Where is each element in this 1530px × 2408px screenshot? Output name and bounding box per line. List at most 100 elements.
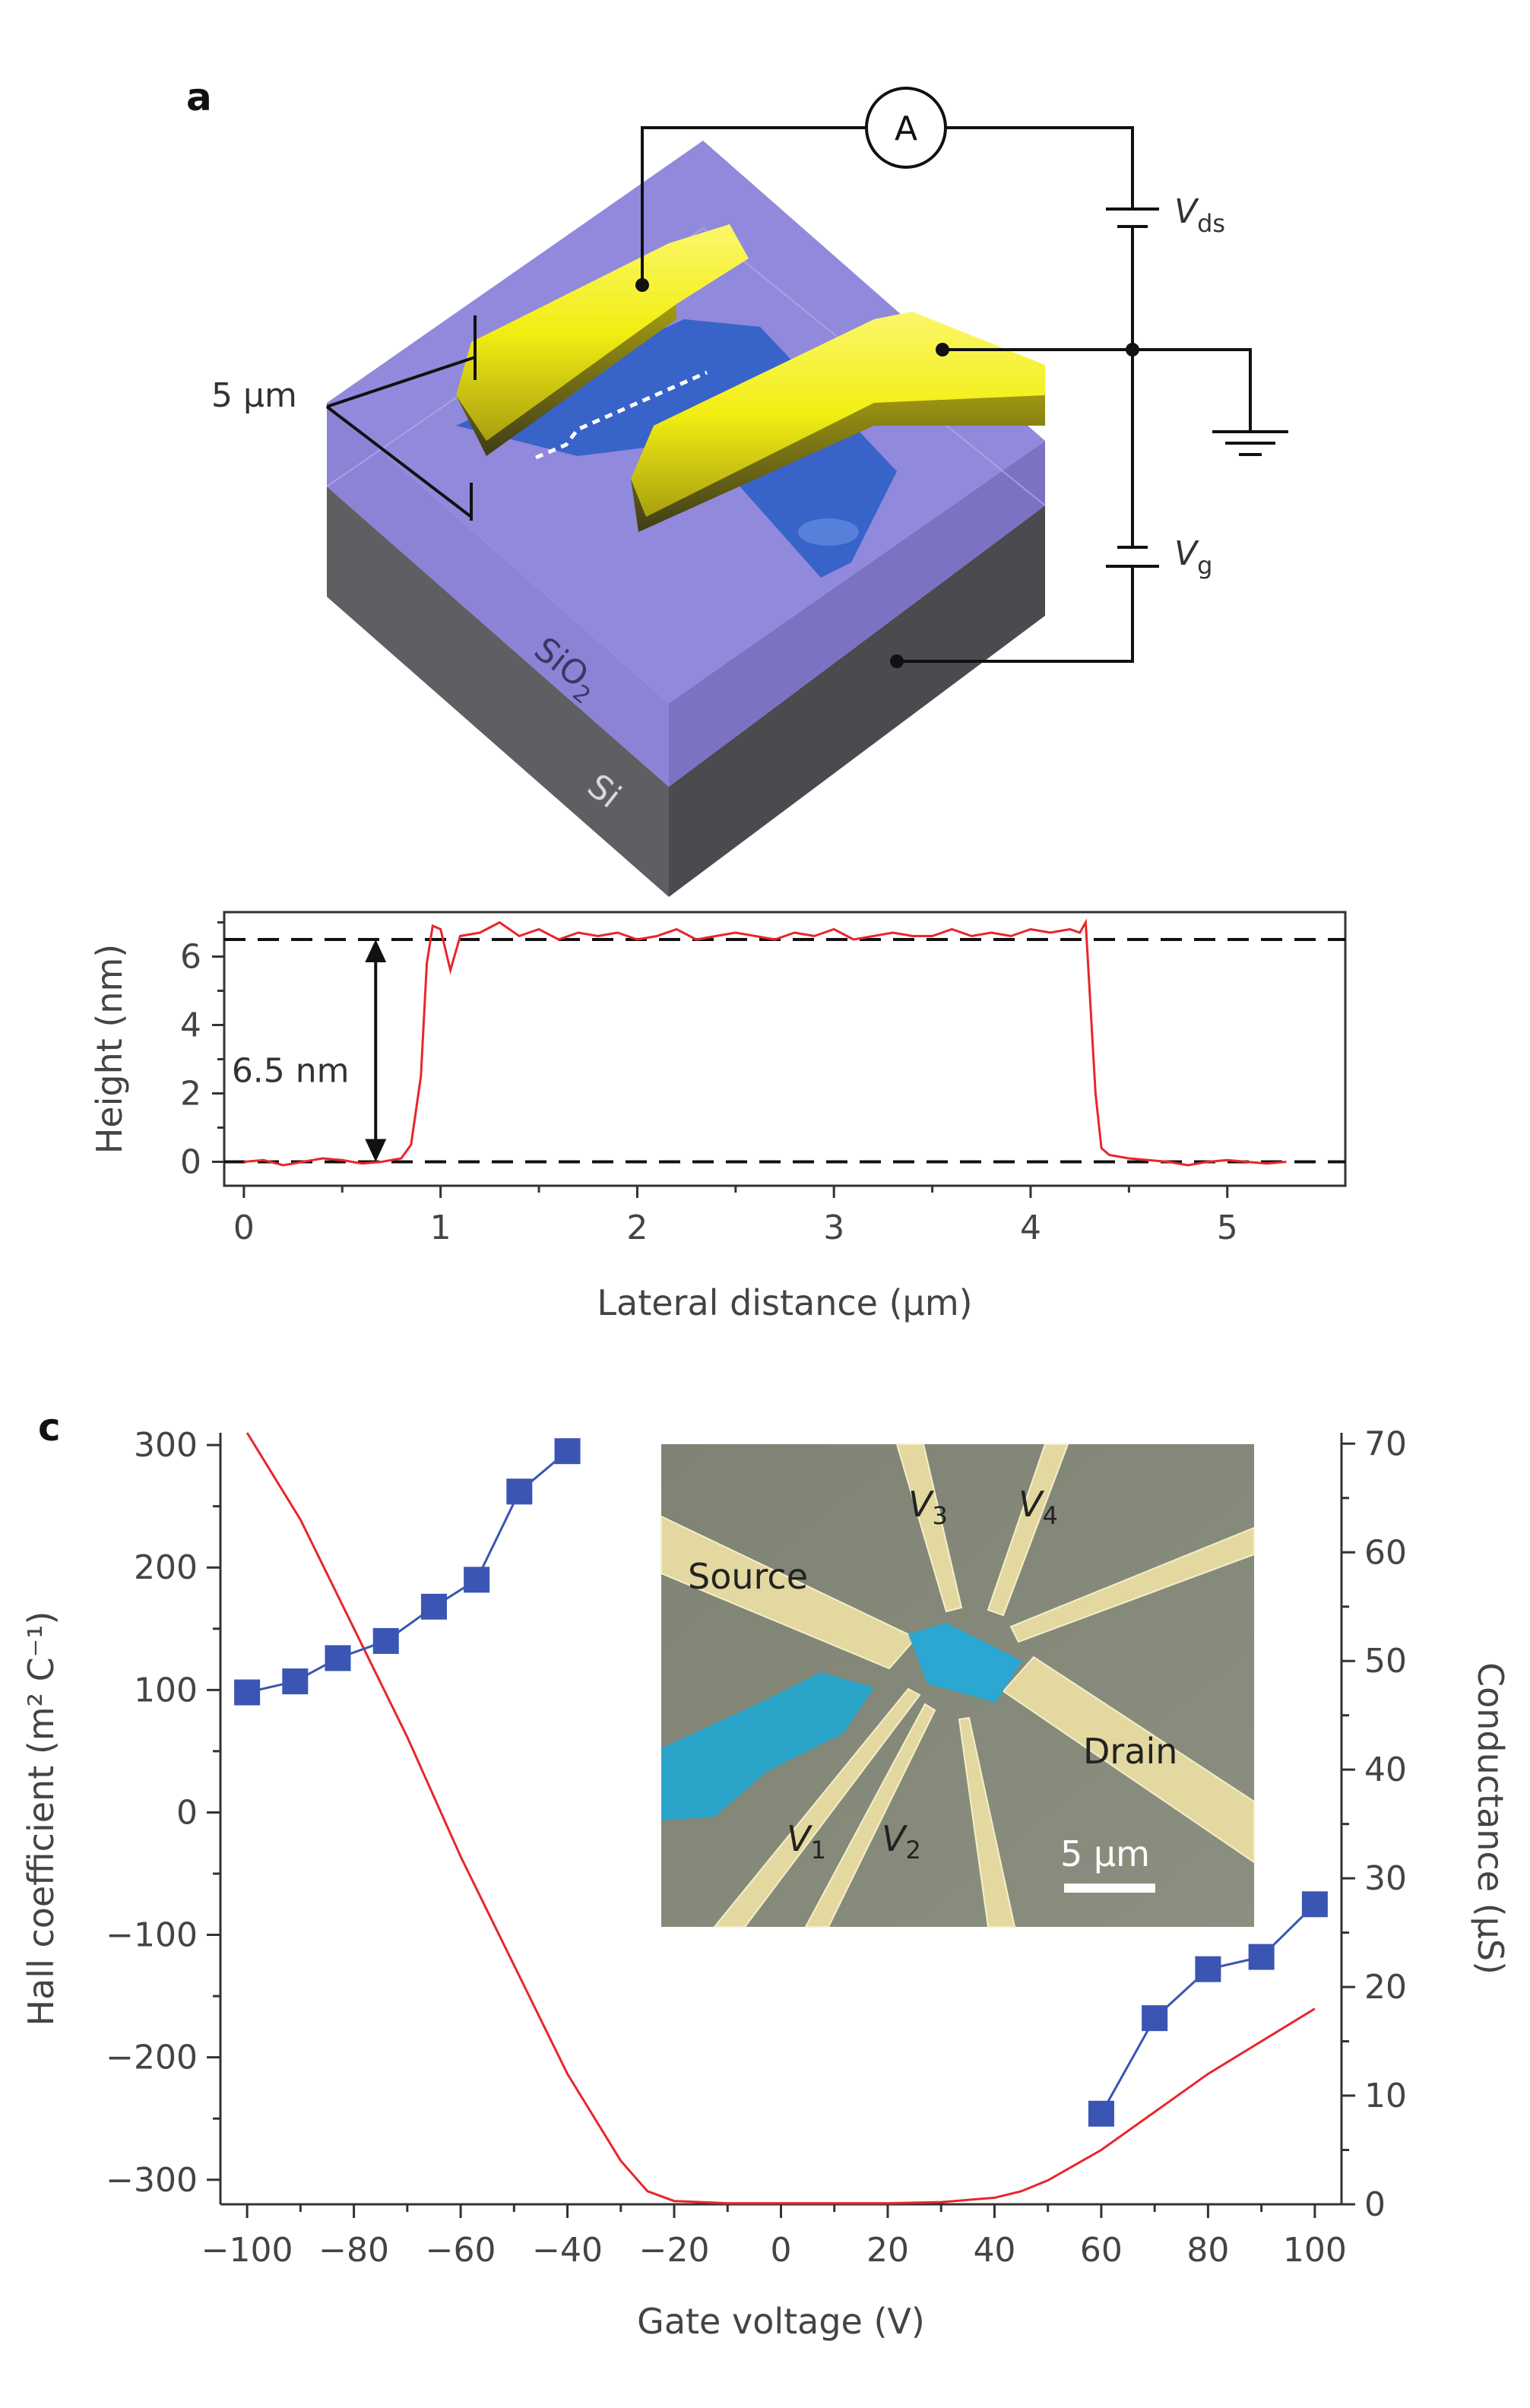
conductance-line	[245, 1432, 1316, 2205]
junction-dot	[1126, 343, 1139, 356]
inset-source-electrode	[660, 1515, 917, 1670]
inset-electrode-v3	[895, 1443, 963, 1613]
conductance-y-tick-label: 60	[1364, 1533, 1407, 1572]
inset-electrode-bottom-mid	[958, 1716, 1016, 1928]
inset-channel-flake	[908, 1623, 1022, 1703]
inset-electrode-v1	[712, 1687, 921, 1928]
hall-x-tick-label: −80	[318, 2231, 389, 2270]
device-schematic: 5 μm SiO2 Si	[211, 141, 1046, 897]
si-right-face	[669, 505, 1045, 897]
inset-scale-label: 5 μm	[1060, 1833, 1150, 1874]
profile-x-tick-label: 1	[430, 1209, 451, 1247]
inset-electrode-v4	[987, 1443, 1069, 1617]
panel-letter-c: c	[38, 1405, 61, 1450]
profile-y-tick-label: 6	[180, 938, 201, 977]
inset-v2-label: V2	[882, 1818, 921, 1865]
hall-point	[1248, 1944, 1275, 1970]
electrode-1-top	[456, 224, 749, 441]
conductance-y-tick-label: 40	[1364, 1751, 1407, 1789]
hall-conductance-chart: −100 −80 −60 −40 −20 0 20 40 60 80 1003002001000−1…	[21, 1424, 1511, 2342]
vg-label: Vg	[1174, 534, 1212, 580]
hall-x-tick-label: 0	[771, 2231, 792, 2270]
hall-point	[506, 1478, 533, 1505]
hall-y-tick-label: −100	[106, 1916, 198, 1955]
hall-x-tick-label: −20	[639, 2231, 710, 2270]
profile-y-tick-label: 4	[180, 1006, 201, 1045]
inset-source-label: Source	[688, 1556, 808, 1597]
inset-electrode-v2	[804, 1703, 936, 1928]
hall-point	[1142, 2005, 1168, 2032]
contact-dot-2	[936, 343, 949, 356]
inset-v3-label: V3	[908, 1484, 948, 1530]
inset-micrograph: Source Drain V1 V2 V3 V4 5 μm	[660, 1443, 1255, 1928]
vds-label: Vds	[1174, 192, 1225, 238]
profile-x-axis-label: Lateral distance (μm)	[597, 1282, 972, 1323]
profile-y-tick-label: 0	[180, 1143, 201, 1182]
hall-point	[325, 1645, 351, 1671]
hall-point	[282, 1668, 309, 1695]
height-annotation: 6.5 nm	[232, 1052, 350, 1091]
ammeter-label: A	[895, 109, 917, 148]
sio2-front-face	[327, 403, 669, 787]
gate-contact-dot	[890, 654, 904, 668]
conductance-y-tick-label: 20	[1364, 1968, 1407, 2007]
hall-point	[1301, 1891, 1328, 1918]
conductance-y-tick-label: 50	[1364, 1642, 1407, 1681]
hall-point	[420, 1593, 447, 1620]
hall-x-tick-label: 100	[1283, 2231, 1347, 2270]
height-arrow-head-down	[365, 1139, 387, 1162]
schematic-scale-label: 5 μm	[211, 376, 297, 415]
inset-electrode-top-right	[1009, 1526, 1255, 1643]
sio2-right-face	[669, 441, 1045, 787]
panel-letter-a: a	[186, 75, 212, 119]
profile-x-tick-label: 0	[233, 1209, 255, 1247]
hall-x-tick-label: 80	[1186, 2231, 1229, 2270]
profile-frame	[223, 911, 1347, 1187]
profile-x-tick-label: 5	[1217, 1209, 1238, 1247]
profile-x-tick-label: 2	[626, 1209, 648, 1247]
hall-point	[234, 1679, 261, 1706]
inset-electrodes	[660, 1443, 1255, 1928]
inset-drain-electrode	[1002, 1656, 1255, 1864]
electrode-2-top	[631, 312, 1045, 517]
flake-dots	[798, 518, 859, 546]
hall-y-tick-label: 0	[176, 1793, 198, 1832]
hall-point	[464, 1567, 490, 1593]
hall-y-tick-label: −300	[106, 2161, 198, 2200]
hall-x-tick-label: 60	[1080, 2231, 1123, 2270]
ammeter-icon	[865, 87, 947, 169]
inset-scale-bar	[1064, 1884, 1155, 1893]
hall-x-tick-label: −60	[426, 2231, 496, 2270]
height-profile-chart: 0 1 2 3 4 5 0 2 4 6 Lateral distance (μm) Height (n…	[89, 911, 1347, 1323]
hall-y-tick-label: 200	[134, 1548, 198, 1587]
hall-y-tick-label: 100	[134, 1671, 198, 1709]
conductance-y-tick-label: 10	[1364, 2077, 1407, 2115]
hall-point	[1195, 1956, 1221, 1982]
contact-dot-1	[635, 278, 649, 292]
conductance-y-tick-label: 30	[1364, 1859, 1407, 1898]
profile-x-tick-label: 4	[1020, 1209, 1041, 1247]
conductance-y-axis-label: Conductance (μS)	[1470, 1662, 1511, 1975]
height-arrow-head-up	[365, 939, 387, 962]
hall-x-tick-label: 20	[866, 2231, 909, 2270]
conductance-y-tick-label: 70	[1364, 1424, 1407, 1463]
si-front-face	[327, 486, 669, 897]
conductance-y-tick-label: 0	[1364, 2185, 1386, 2224]
profile-y-axis-label: Height (nm)	[89, 944, 130, 1155]
profile-x-tick-label: 3	[823, 1209, 844, 1247]
hall-x-tick-label: −40	[532, 2231, 603, 2270]
circuit	[641, 126, 1288, 663]
inset-flake	[661, 1672, 874, 1820]
inset-v1-label: V1	[787, 1818, 826, 1865]
hall-x-axis-label: Gate voltage (V)	[637, 2301, 925, 2342]
profile-line	[535, 370, 708, 460]
hall-y-tick-label: −200	[106, 2039, 198, 2077]
profile-series-line	[243, 918, 1287, 1167]
inset-drain-label: Drain	[1083, 1731, 1177, 1772]
hall-y-tick-label: 300	[134, 1426, 198, 1465]
hall-point	[554, 1438, 581, 1465]
hall-point	[372, 1627, 399, 1654]
profile-y-tick-label: 2	[180, 1075, 201, 1114]
inset-v4-label: V4	[1018, 1484, 1058, 1530]
